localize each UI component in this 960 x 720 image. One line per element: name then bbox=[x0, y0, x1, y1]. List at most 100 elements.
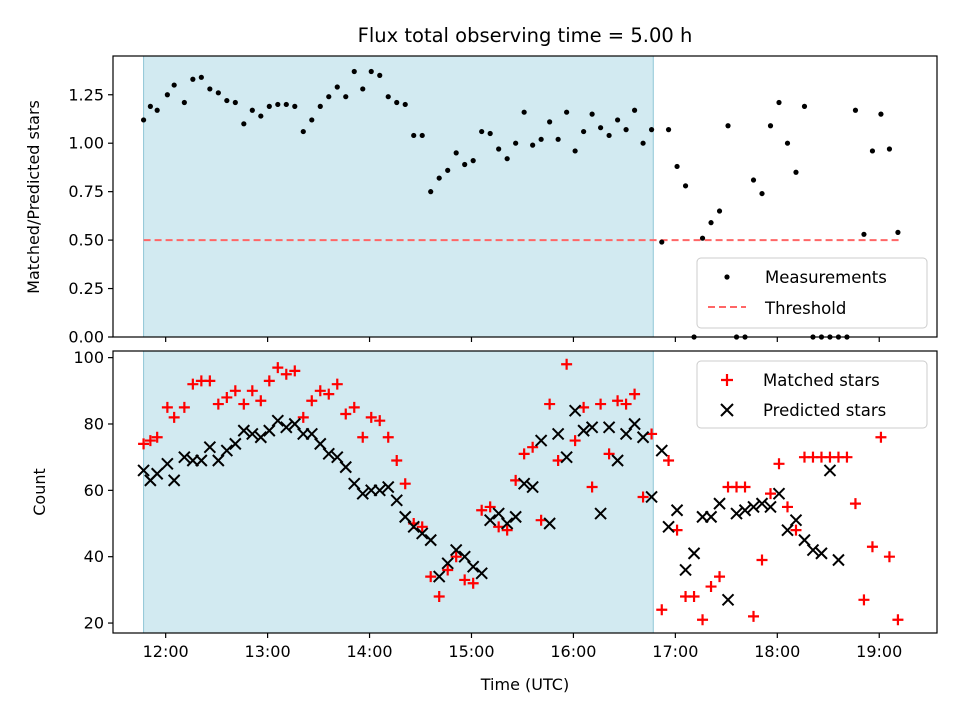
matched-star-point bbox=[603, 448, 615, 460]
ratio-point bbox=[589, 111, 595, 117]
ratio-point bbox=[869, 148, 876, 154]
matched-star-point bbox=[883, 551, 895, 563]
ratio-point bbox=[759, 190, 765, 197]
predicted-star-point bbox=[823, 464, 837, 477]
legend-predicted-marker bbox=[720, 403, 734, 417]
matched-star-point bbox=[688, 591, 700, 603]
counts-legend: Matched stars Predicted stars bbox=[696, 360, 928, 429]
predicted-star-point bbox=[150, 467, 164, 480]
predicted-star-point bbox=[271, 414, 285, 427]
matched-star-point bbox=[739, 481, 751, 493]
ratio-legend-box bbox=[696, 257, 928, 329]
ratio-point bbox=[750, 177, 757, 183]
ratio-point bbox=[895, 229, 901, 235]
matched-star-point bbox=[416, 521, 428, 533]
ratio-point bbox=[513, 140, 519, 146]
predicted-star-point bbox=[577, 424, 590, 437]
ratio-point bbox=[326, 94, 332, 100]
matched-star-point bbox=[714, 571, 726, 583]
chart-title: Flux total observing time = 5.00 h bbox=[358, 24, 693, 47]
ratio-point bbox=[801, 103, 808, 109]
ratio-point bbox=[190, 76, 196, 82]
matched-star-point bbox=[348, 401, 360, 413]
ratio-point bbox=[368, 68, 374, 75]
counts-observing-span bbox=[143, 350, 654, 634]
ratio-point bbox=[402, 101, 408, 108]
matched-star-point bbox=[161, 401, 173, 413]
predicted-star-point bbox=[509, 510, 522, 524]
predicted-star-point bbox=[195, 454, 208, 467]
predicted-star-point bbox=[704, 510, 718, 524]
ratio-y-ticks: 0.00 0.25 0.50 0.75 1.00 1.25 bbox=[68, 85, 113, 347]
predicted-star-point bbox=[655, 444, 668, 457]
matched-star-point bbox=[544, 398, 556, 410]
matched-star-point bbox=[138, 438, 150, 450]
matched-star-point bbox=[212, 398, 224, 410]
legend-matched-label: Matched stars bbox=[763, 371, 880, 390]
legend-matched-marker bbox=[721, 374, 733, 386]
predicted-star-point bbox=[280, 421, 293, 434]
legend-predicted-label: Predicted stars bbox=[763, 401, 886, 420]
matched-star-point bbox=[671, 524, 683, 536]
ratio-point bbox=[530, 142, 536, 148]
ratio-point bbox=[207, 86, 213, 92]
matched-star-point bbox=[476, 504, 488, 516]
predicted-star-point bbox=[237, 424, 251, 437]
predicted-star-point bbox=[730, 507, 743, 520]
predicted-star-point bbox=[263, 424, 276, 437]
ratio-point bbox=[198, 74, 204, 80]
ratio-point bbox=[164, 92, 170, 98]
matched-star-point bbox=[263, 375, 275, 387]
ratio-point bbox=[623, 127, 629, 133]
ratio-point bbox=[479, 128, 485, 135]
predicted-star-point bbox=[229, 437, 242, 451]
ratio-point bbox=[445, 167, 451, 173]
matched-star-point bbox=[399, 478, 411, 490]
ratio-point bbox=[394, 99, 400, 106]
matched-star-point bbox=[151, 431, 163, 443]
ratio-point bbox=[886, 146, 893, 152]
predicted-star-point bbox=[798, 533, 811, 547]
matched-star-point bbox=[841, 451, 853, 463]
predicted-star-point bbox=[288, 417, 301, 431]
matched-star-point bbox=[433, 591, 445, 603]
matched-star-point bbox=[374, 415, 386, 427]
ratio-point bbox=[564, 109, 570, 115]
ratio-x-ticks bbox=[165, 337, 880, 342]
predicted-star-point bbox=[407, 520, 420, 534]
ratio-point bbox=[614, 117, 621, 123]
predicted-star-point bbox=[373, 484, 386, 497]
predicted-star-point bbox=[161, 457, 174, 471]
counts-x-tick-label: 12:00 bbox=[143, 642, 189, 661]
counts-y-tick-label: 80 bbox=[84, 414, 104, 433]
matched-star-point bbox=[790, 524, 802, 536]
ratio-point bbox=[462, 161, 468, 168]
predicted-star-point bbox=[755, 497, 769, 510]
ratio-point bbox=[793, 169, 799, 175]
predicted-star-point bbox=[679, 563, 692, 577]
predicted-star-point bbox=[458, 550, 471, 563]
matched-star-point bbox=[858, 594, 870, 606]
ratio-point bbox=[878, 111, 884, 117]
matched-star-point bbox=[501, 524, 513, 536]
predicted-star-point bbox=[382, 480, 395, 494]
ratio-point bbox=[861, 231, 867, 237]
matched-star-point bbox=[306, 395, 318, 407]
ratio-point bbox=[674, 163, 680, 170]
matched-star-point bbox=[255, 395, 267, 407]
ratio-point bbox=[725, 123, 731, 129]
predicted-star-point bbox=[432, 570, 446, 583]
matched-star-point bbox=[518, 448, 530, 460]
matched-star-point bbox=[552, 454, 564, 466]
ratio-point bbox=[648, 127, 655, 133]
matched-star-point bbox=[357, 431, 369, 443]
predicted-star-point bbox=[500, 517, 514, 530]
ratio-point bbox=[275, 101, 281, 108]
ratio-point bbox=[708, 220, 714, 226]
ratio-point bbox=[581, 128, 587, 135]
matched-star-point bbox=[620, 398, 632, 410]
counts-x-tick-label: 18:00 bbox=[754, 642, 800, 661]
predicted-star-point bbox=[611, 454, 624, 467]
predicted-star-point bbox=[526, 480, 539, 494]
